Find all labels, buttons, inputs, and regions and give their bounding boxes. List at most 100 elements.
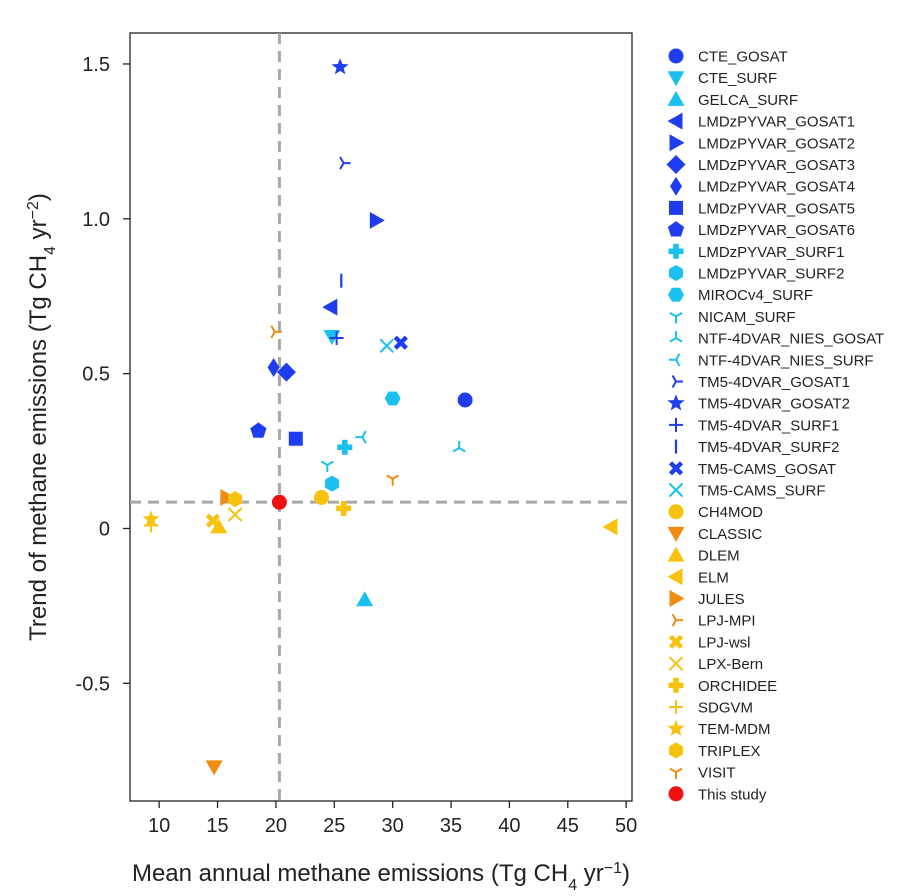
data-point xyxy=(393,335,408,350)
legend-marker xyxy=(669,134,685,152)
x-tick-label: 40 xyxy=(498,815,520,837)
y-tick-label: 1.5 xyxy=(82,54,110,76)
data-point xyxy=(322,298,338,316)
x-tick-label: 20 xyxy=(265,815,287,837)
legend-label: This study xyxy=(698,786,767,803)
data-point xyxy=(356,591,374,607)
legend-marker xyxy=(667,71,685,87)
legend-label: TM5-CAMS_GOSAT xyxy=(698,461,836,478)
legend-label: TM5-4DVAR_SURF2 xyxy=(698,439,839,456)
legend-marker xyxy=(668,634,684,649)
legend-label: LMDzPYVAR_GOSAT5 xyxy=(698,200,855,217)
legend-label: MIROCv4_SURF xyxy=(698,287,813,304)
data-point xyxy=(227,507,243,522)
data-point xyxy=(337,439,353,455)
legend-label: LMDzPYVAR_GOSAT2 xyxy=(698,135,855,152)
data-point xyxy=(384,391,401,406)
data-point xyxy=(276,362,296,382)
legend-marker xyxy=(668,656,684,671)
legend-marker xyxy=(666,155,686,174)
legend-marker xyxy=(669,590,685,607)
legend-marker xyxy=(669,353,681,367)
data-point xyxy=(331,58,349,75)
legend-label: LPJ-wsl xyxy=(698,634,751,651)
legend-label: CLASSIC xyxy=(698,526,762,543)
legend-label: LMDzPYVAR_GOSAT4 xyxy=(698,179,855,196)
data-points xyxy=(142,58,618,776)
legend-label: LMDzPYVAR_GOSAT3 xyxy=(698,157,855,174)
legend-marker xyxy=(668,482,684,498)
legend-marker xyxy=(667,112,683,130)
legend-marker xyxy=(671,374,683,389)
legend-marker xyxy=(671,613,683,627)
data-point xyxy=(271,494,287,510)
x-axis-ticks: 10 15 20 25 30 35 40 45 50 xyxy=(148,801,637,837)
data-point xyxy=(250,422,267,438)
legend-marker xyxy=(668,48,684,64)
legend-marker xyxy=(669,200,683,215)
legend-label: LMDzPYVAR_GOSAT6 xyxy=(698,222,855,239)
legend-label: NICAM_SURF xyxy=(698,309,796,326)
legend-label: CTE_GOSAT xyxy=(698,49,788,66)
legend-marker xyxy=(669,417,683,432)
data-point xyxy=(314,490,329,505)
legend-marker xyxy=(669,742,683,759)
data-point xyxy=(329,331,344,345)
legend-marker xyxy=(669,331,683,343)
legend-marker xyxy=(668,677,684,693)
legend-label: LPJ-MPI xyxy=(698,613,756,630)
data-point xyxy=(210,518,228,534)
legend-label: LPX-Bern xyxy=(698,656,763,673)
legend-label: SDGVM xyxy=(698,700,753,717)
legend-label: TM5-4DVAR_GOSAT2 xyxy=(698,396,850,413)
legend-marker xyxy=(667,221,685,237)
legend-marker xyxy=(667,90,685,106)
data-point xyxy=(205,513,220,528)
legend-label: TEM-MDM xyxy=(698,721,770,738)
legend-marker xyxy=(669,700,683,714)
legend-label: VISIT xyxy=(698,765,736,782)
legend-label: LMDzPYVAR_SURF1 xyxy=(698,244,844,261)
y-tick-label: -0.5 xyxy=(76,673,110,695)
data-point xyxy=(379,338,395,354)
legend-marker xyxy=(667,546,685,562)
legend-marker xyxy=(667,394,685,411)
legend-label: LMDzPYVAR_SURF2 xyxy=(698,266,844,283)
x-axis-title: Mean annual methane emissions (Tg CH4 yr… xyxy=(132,860,630,894)
legend-marker xyxy=(669,767,683,780)
data-point xyxy=(220,489,236,506)
legend-label: TM5-CAMS_SURF xyxy=(698,483,826,500)
legend-marker xyxy=(667,568,683,586)
legend-label: JULES xyxy=(698,591,745,608)
legend-label: NTF-4DVAR_NIES_GOSAT xyxy=(698,331,884,348)
data-point xyxy=(325,475,339,492)
x-tick-label: 45 xyxy=(557,815,579,837)
y-axis-title: Trend of methane emissions (Tg CH4 yr−2) xyxy=(25,193,59,641)
data-point xyxy=(457,392,473,408)
x-tick-label: 30 xyxy=(382,815,404,837)
legend-label: DLEM xyxy=(698,548,740,565)
x-tick-label: 10 xyxy=(148,815,170,837)
legend-label: ORCHIDEE xyxy=(698,678,777,695)
legend-marker xyxy=(667,526,685,542)
data-point xyxy=(339,156,351,170)
data-point xyxy=(142,510,160,527)
y-axis-ticks: 1.5 1.0 0.5 0 -0.5 xyxy=(76,54,130,695)
legend-marker xyxy=(668,287,684,302)
legend-label: TM5-4DVAR_SURF1 xyxy=(698,417,839,434)
data-point xyxy=(320,460,334,472)
legend-marker xyxy=(668,786,684,802)
data-point xyxy=(386,474,400,486)
legend-marker xyxy=(670,176,682,196)
legend-marker xyxy=(668,504,684,520)
data-point xyxy=(369,211,385,229)
data-point xyxy=(452,441,466,453)
plot-frame xyxy=(129,32,633,802)
y-tick-label: 0 xyxy=(99,518,110,540)
data-point xyxy=(228,491,243,508)
legend-marker xyxy=(668,461,684,476)
data-point xyxy=(355,430,367,444)
data-point xyxy=(267,358,280,377)
x-tick-label: 25 xyxy=(323,815,345,837)
